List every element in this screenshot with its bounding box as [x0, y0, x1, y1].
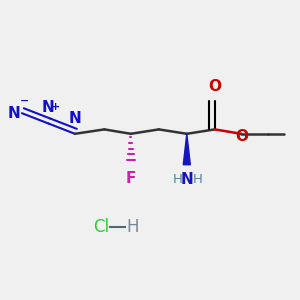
Text: N: N	[8, 106, 20, 121]
Text: O: O	[208, 79, 221, 94]
Polygon shape	[183, 134, 190, 165]
Text: −: −	[20, 96, 29, 106]
Text: H: H	[193, 173, 202, 186]
Text: N: N	[42, 100, 55, 115]
Text: H: H	[126, 218, 139, 236]
Text: F: F	[126, 171, 136, 186]
Text: N: N	[68, 111, 81, 126]
Text: O: O	[235, 129, 248, 144]
Text: Cl: Cl	[93, 218, 109, 236]
Text: N: N	[180, 172, 193, 187]
Text: H: H	[172, 173, 182, 186]
Text: +: +	[51, 102, 60, 112]
